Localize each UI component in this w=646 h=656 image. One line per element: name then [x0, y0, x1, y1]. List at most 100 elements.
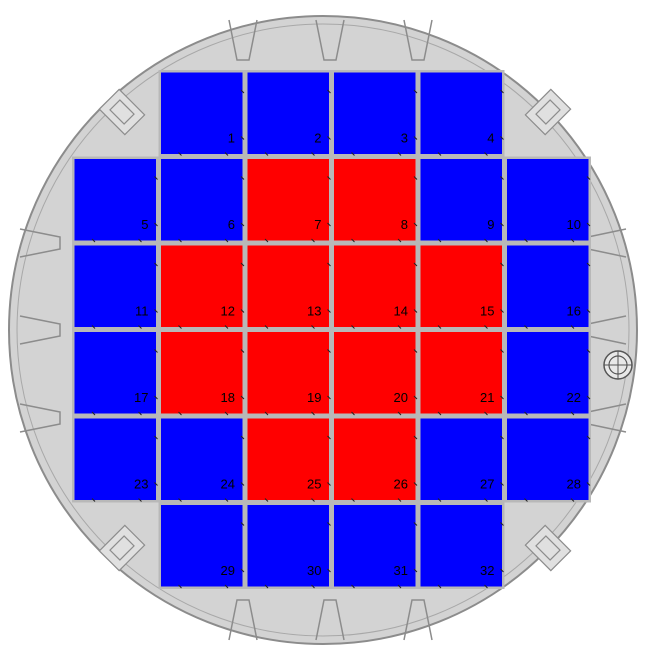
assembly-number-label: 31 [394, 563, 408, 578]
assembly-blue-square [74, 332, 156, 414]
assembly-tick-mark [586, 435, 591, 440]
assembly-blue-square [74, 245, 156, 327]
assembly-red-square [247, 332, 329, 414]
assembly-tick-mark [570, 411, 575, 416]
assembly-tick-mark [240, 522, 245, 526]
assembly-number-label: 27 [480, 477, 494, 492]
assembly-number-label: 25 [307, 477, 321, 492]
assembly-tick-mark [570, 325, 575, 329]
assembly-tick-mark [327, 176, 331, 180]
assembly-tick-mark [327, 89, 331, 94]
assembly-tick-mark [500, 435, 504, 440]
assembly-tick-mark [437, 498, 442, 502]
assembly-cell: 16 [504, 243, 591, 330]
assembly-tick-mark [586, 262, 591, 267]
assembly-tick-mark [397, 238, 402, 243]
assembly-tick-mark [264, 152, 269, 156]
assembly-tick-mark [154, 262, 158, 267]
assembly-number-label: 24 [221, 477, 235, 492]
assembly-tick-mark [484, 584, 488, 589]
assembly-tick-mark [437, 238, 442, 243]
assembly-blue-square [247, 505, 329, 587]
assembly-tick-mark [138, 325, 142, 329]
assembly-tick-mark [327, 435, 331, 440]
assembly-tick-mark [413, 262, 418, 267]
corner-lug-inner [109, 99, 135, 125]
assembly-tick-mark [91, 325, 96, 329]
assembly-blue-square [74, 159, 156, 241]
assembly-tick-mark [154, 482, 158, 486]
bottom-bracket [228, 599, 258, 641]
assembly-blue-square [161, 159, 243, 241]
assembly-tick-mark [586, 395, 591, 400]
assembly-tick-mark [351, 584, 355, 589]
assembly-cell: 12 [158, 243, 245, 330]
assembly-tick-mark [397, 325, 402, 329]
assembly-tick-mark [413, 395, 418, 400]
assembly-cell: 29 [158, 502, 245, 589]
assembly-cell: 17 [72, 329, 159, 416]
assembly-cell: 7 [245, 156, 332, 243]
assembly-tick-mark [264, 584, 269, 589]
assembly-tick-mark [224, 238, 229, 243]
assembly-tick-mark [264, 238, 269, 243]
corner-lug-inner [109, 535, 135, 561]
assembly-tick-mark [327, 262, 331, 267]
assembly-tick-mark [327, 222, 331, 227]
assembly-tick-mark [500, 136, 504, 140]
assembly-tick-mark [397, 584, 402, 589]
assembly-tick-mark [327, 395, 331, 400]
assembly-cell: 4 [418, 70, 505, 157]
assembly-tick-mark [240, 568, 245, 573]
assembly-red-square [247, 159, 329, 241]
assembly-tick-mark [437, 325, 442, 329]
assembly-tick-mark [327, 309, 331, 313]
assembly-cell: 24 [158, 416, 245, 503]
assembly-tick-mark [327, 568, 331, 573]
assembly-red-square [247, 418, 329, 500]
assembly-tick-mark [413, 176, 418, 180]
assembly-tick-mark [311, 152, 315, 156]
assembly-cell: 9 [418, 156, 505, 243]
assembly-cell: 21 [418, 329, 505, 416]
assembly-number-label: 17 [134, 390, 148, 405]
assembly-number-label: 12 [221, 304, 235, 319]
assembly-blue-square [334, 505, 416, 587]
assembly-tick-mark [413, 309, 418, 313]
assembly-tick-mark [154, 222, 158, 227]
assembly-cell: 6 [158, 156, 245, 243]
left-bracket [19, 403, 61, 433]
assembly-blue-square [74, 418, 156, 500]
assembly-tick-mark [240, 435, 245, 440]
top-bracket [403, 19, 433, 61]
assembly-tick-mark [397, 411, 402, 416]
assembly-tick-mark [311, 325, 315, 329]
assembly-red-square [420, 332, 502, 414]
assembly-tick-mark [524, 411, 528, 416]
assembly-cell: 14 [331, 243, 418, 330]
assembly-number-label: 26 [394, 477, 408, 492]
assembly-blue-square [420, 72, 502, 154]
assembly-number-label: 18 [221, 390, 235, 405]
assembly-cell: 30 [245, 502, 332, 589]
bottom-bracket [403, 599, 433, 641]
assembly-cell: 18 [158, 329, 245, 416]
assembly-tick-mark [224, 584, 229, 589]
assembly-tick-mark [500, 482, 504, 486]
assembly-tick-mark [500, 262, 504, 267]
assembly-blue-square [161, 418, 243, 500]
assembly-blue-square [334, 72, 416, 154]
assembly-tick-mark [178, 238, 182, 243]
assembly-tick-mark [413, 89, 418, 94]
assembly-tick-mark [178, 325, 182, 329]
assembly-tick-mark [311, 584, 315, 589]
assembly-tick-mark [413, 522, 418, 526]
assembly-tick-mark [413, 136, 418, 140]
assembly-tick-mark [351, 498, 355, 502]
assembly-tick-mark [351, 411, 355, 416]
assembly-tick-mark [327, 136, 331, 140]
assembly-cell: 8 [331, 156, 418, 243]
assembly-tick-mark [413, 349, 418, 353]
corner-lugs [98, 88, 572, 572]
